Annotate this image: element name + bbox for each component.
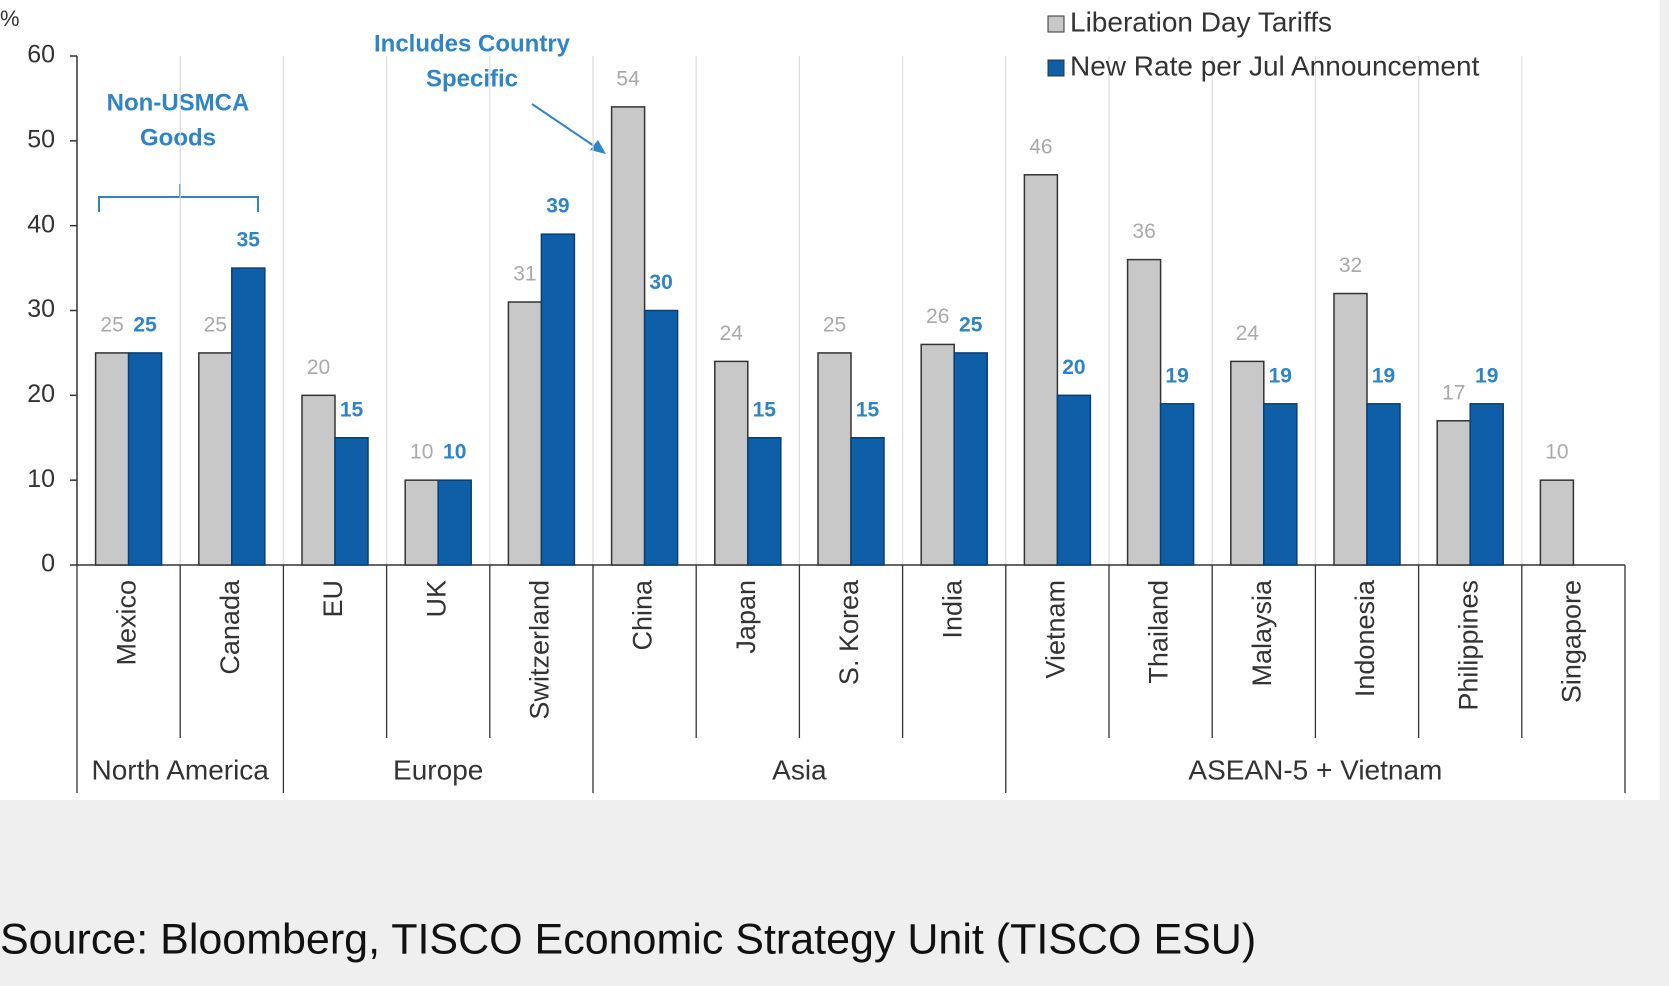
x-tick-label: Mexico	[112, 580, 142, 666]
bar	[714, 360, 749, 566]
value-label: 25	[204, 313, 227, 336]
bar	[610, 106, 646, 566]
annotation-arrow	[531, 103, 601, 151]
bar	[94, 352, 130, 566]
bar	[437, 479, 472, 566]
x-tick-label: China	[628, 579, 658, 651]
source-note: Source: Bloomberg, TISCO Economic Strate…	[0, 915, 1256, 963]
bar	[1539, 479, 1575, 566]
x-tick-label: Canada	[215, 579, 245, 675]
value-label: 25	[959, 313, 983, 336]
value-label: 15	[340, 398, 364, 421]
group-label: Europe	[393, 754, 483, 785]
bar	[1263, 403, 1298, 566]
x-tick-label: EU	[318, 580, 348, 618]
legend-swatch	[1047, 59, 1065, 77]
group-label: North America	[91, 754, 269, 785]
bar	[301, 394, 336, 566]
bar	[1056, 394, 1092, 566]
x-tick-label: India	[937, 579, 967, 639]
value-label: 35	[237, 229, 261, 252]
bar	[334, 437, 369, 566]
value-label: 26	[926, 305, 949, 328]
value-label: 19	[1165, 364, 1188, 387]
value-label: 32	[1339, 254, 1362, 277]
y-tick-label: 30	[27, 295, 55, 323]
value-label: 20	[1062, 356, 1085, 379]
bar	[540, 233, 576, 566]
bar	[1126, 258, 1162, 566]
bar	[231, 267, 266, 566]
value-label: 10	[410, 441, 433, 464]
bar	[920, 343, 955, 566]
y-tick-label: 40	[27, 210, 55, 238]
x-tick-label: Japan	[731, 580, 761, 654]
y-tick-label: 50	[27, 125, 55, 153]
bar	[1159, 403, 1195, 566]
bar	[1469, 403, 1504, 566]
value-label: 24	[720, 322, 744, 345]
legend-label: Liberation Day Tariffs	[1070, 6, 1332, 37]
legend-label: New Rate per Jul Announcement	[1070, 50, 1480, 81]
bar	[850, 437, 885, 566]
value-label: 46	[1029, 135, 1052, 158]
x-tick-label: Singapore	[1557, 580, 1587, 703]
bar	[198, 352, 233, 566]
value-label: 19	[1269, 364, 1292, 387]
bar	[747, 437, 782, 566]
group-label: ASEAN-5 + Vietnam	[1188, 754, 1442, 785]
bar	[404, 479, 439, 566]
value-label: 24	[1236, 322, 1260, 345]
value-label: 10	[443, 441, 466, 464]
annotation: Includes Country	[374, 30, 571, 57]
value-label: 19	[1475, 364, 1498, 387]
value-label: 17	[1442, 381, 1465, 404]
bar	[1333, 292, 1368, 566]
bar	[817, 352, 852, 566]
annotation: Goods	[140, 124, 216, 151]
value-label: 25	[100, 313, 123, 336]
x-tick-label: UK	[421, 580, 451, 618]
value-label: 30	[649, 271, 672, 294]
y-tick-label: 60	[27, 41, 55, 69]
x-tick-label: S. Korea	[834, 579, 864, 685]
bar	[1023, 174, 1059, 566]
group-label: Asia	[772, 754, 827, 785]
legend-swatch	[1047, 15, 1065, 33]
value-label: 19	[1372, 364, 1395, 387]
bar	[127, 352, 163, 566]
value-label: 15	[856, 398, 880, 421]
value-label: 36	[1132, 220, 1155, 243]
value-label: 15	[753, 398, 777, 421]
x-tick-label: Vietnam	[1041, 580, 1071, 679]
bar	[643, 309, 679, 566]
bar	[1436, 420, 1471, 566]
x-tick-label: Malaysia	[1247, 579, 1277, 687]
annotation: Non-USMCA	[107, 89, 250, 116]
annotation-arrowhead	[590, 140, 606, 154]
y-tick-label: 20	[27, 380, 55, 408]
bar	[953, 352, 988, 566]
value-label: 25	[133, 313, 157, 336]
value-label: 25	[823, 313, 846, 336]
bar	[507, 301, 543, 566]
x-tick-label: Philippines	[1453, 580, 1483, 711]
value-label: 54	[616, 67, 640, 90]
bar	[1366, 403, 1401, 566]
bar	[1230, 360, 1265, 566]
value-label: 20	[307, 356, 330, 379]
y-tick-label: 10	[27, 465, 55, 493]
value-label: 10	[1545, 441, 1568, 464]
x-tick-label: Thailand	[1144, 580, 1174, 684]
x-tick-label: Indonesia	[1350, 579, 1380, 697]
y-tick-label: 0	[41, 550, 55, 578]
annotation: Specific	[426, 65, 518, 92]
y-unit: %	[0, 6, 20, 31]
value-label: 39	[546, 195, 569, 218]
x-tick-label: Switzerland	[525, 580, 555, 720]
value-label: 31	[513, 263, 536, 286]
